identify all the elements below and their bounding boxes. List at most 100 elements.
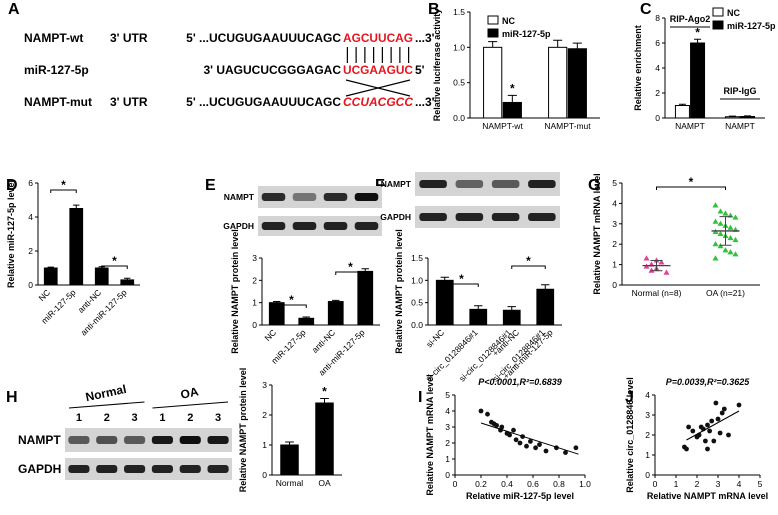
data-point: [658, 259, 665, 265]
panel-label: A: [8, 1, 20, 18]
data-point: [513, 437, 519, 443]
data-point: [703, 438, 708, 444]
y-tick-label: 5: [445, 390, 450, 400]
y-tick-label: 0.0: [411, 320, 423, 330]
bar: [469, 308, 488, 326]
y-tick-label: 6: [28, 178, 33, 188]
y-tick-label: 1.5: [453, 7, 465, 17]
error-bar: [440, 276, 449, 281]
y-axis-label: Relative NAMPT protein level: [230, 229, 240, 354]
x-tick-label: 0.6: [527, 479, 539, 489]
data-point: [713, 400, 719, 406]
y-tick-label: 2: [645, 430, 650, 440]
y-tick-label: 1: [445, 454, 450, 464]
significance: *: [289, 293, 294, 307]
x-tick-label: NAMPT: [675, 121, 705, 131]
error-bar: [507, 94, 517, 103]
blot-band: [292, 222, 317, 230]
data-point: [643, 255, 650, 261]
y-axis-label: Relative NAMPT mRNA level: [592, 173, 602, 294]
blot-band: [419, 213, 447, 221]
significance: *: [322, 385, 327, 399]
group-label: RIP-IgG: [724, 86, 757, 96]
significance-bracket: [511, 265, 546, 269]
error-bar: [285, 441, 294, 445]
bar: [690, 42, 706, 119]
panel-label: I: [418, 389, 422, 406]
data-point: [717, 220, 724, 226]
y-axis-label: Relative miR-127-5p level: [6, 180, 16, 288]
x-tick-label: NC: [262, 327, 278, 343]
significance: *: [348, 260, 353, 274]
panel-label: H: [6, 389, 18, 406]
blot-row-label: NAMPT: [381, 179, 412, 189]
x-tick-label: 5: [758, 479, 763, 489]
trend-line: [480, 422, 579, 455]
x-tick-label: anti-miR-127-5p: [78, 287, 128, 337]
bar: [502, 309, 521, 326]
significance: *: [689, 175, 694, 189]
data-point: [709, 418, 715, 424]
blot-band: [151, 436, 173, 444]
legend-label: NC: [727, 8, 740, 18]
error-bar: [474, 305, 483, 310]
blot-band: [354, 193, 379, 201]
legend-label: NC: [502, 16, 515, 26]
data-point: [533, 445, 538, 451]
lane-label: 3: [215, 412, 221, 424]
y-tick-label: 1: [252, 298, 257, 308]
blot-band: [179, 465, 201, 473]
y-axis-label: Relative enrichment: [633, 25, 643, 111]
sequence-end: 5': [415, 63, 425, 77]
x-tick-label: OA: [318, 478, 331, 488]
y-tick-label: 2: [252, 275, 257, 285]
y-tick-label: 1.5: [411, 253, 423, 263]
binding-site: CCUACGCC: [343, 95, 413, 109]
y-tick-label: 2: [612, 239, 617, 249]
mismatch-line: [345, 79, 411, 97]
bar: [567, 48, 587, 119]
y-tick-label: 2: [28, 246, 33, 256]
data-point: [684, 446, 689, 452]
data-point: [712, 202, 719, 208]
data-point: [711, 438, 717, 444]
y-tick-label: 4: [645, 390, 650, 400]
data-point: [517, 440, 523, 446]
x-tick-label: NAMPT-mut: [544, 121, 591, 131]
panel-label: D: [6, 177, 18, 194]
significance-bracket: [444, 283, 479, 287]
y-tick-label: 0: [28, 280, 33, 290]
blot-strip: [258, 216, 382, 236]
blot-band: [491, 213, 520, 221]
x-tick-label: 0.4: [501, 479, 513, 489]
y-tick-label: 2: [445, 438, 450, 448]
bar: [548, 46, 568, 119]
binding-site: AGCUUCAG: [343, 31, 413, 45]
y-axis-label: Relative luciferase activity: [432, 9, 442, 122]
y-tick-label: 0.0: [453, 113, 465, 123]
error-bar: [488, 41, 498, 48]
data-point: [732, 214, 739, 220]
bar: [327, 301, 344, 326]
significance-bracket: [50, 189, 77, 193]
legend-label: miR-127-5p: [727, 21, 776, 31]
sequence: 3' UAGUCUCGGGAGAC: [203, 63, 341, 77]
blot-row-label: GAPDH: [380, 212, 411, 222]
significance-bracket: [276, 304, 307, 308]
sequence-region: 3' UTR: [110, 95, 148, 109]
data-point: [563, 450, 568, 455]
panel-label: E: [205, 177, 216, 194]
blot-band: [354, 222, 379, 230]
y-axis-label: Relative NAMPT mRNA level: [425, 374, 435, 495]
data-point: [524, 443, 529, 449]
statistics: P<0.0001,R²=0.6839: [478, 377, 562, 387]
bar: [94, 267, 109, 286]
data-point: [712, 241, 719, 247]
data-point: [712, 218, 719, 224]
sd-bar: [719, 216, 732, 246]
y-axis-label: Relative NAMPT protein level: [238, 368, 248, 493]
blot-band: [323, 222, 348, 230]
data-point: [717, 208, 724, 214]
sequence-end: ...3': [415, 31, 435, 45]
